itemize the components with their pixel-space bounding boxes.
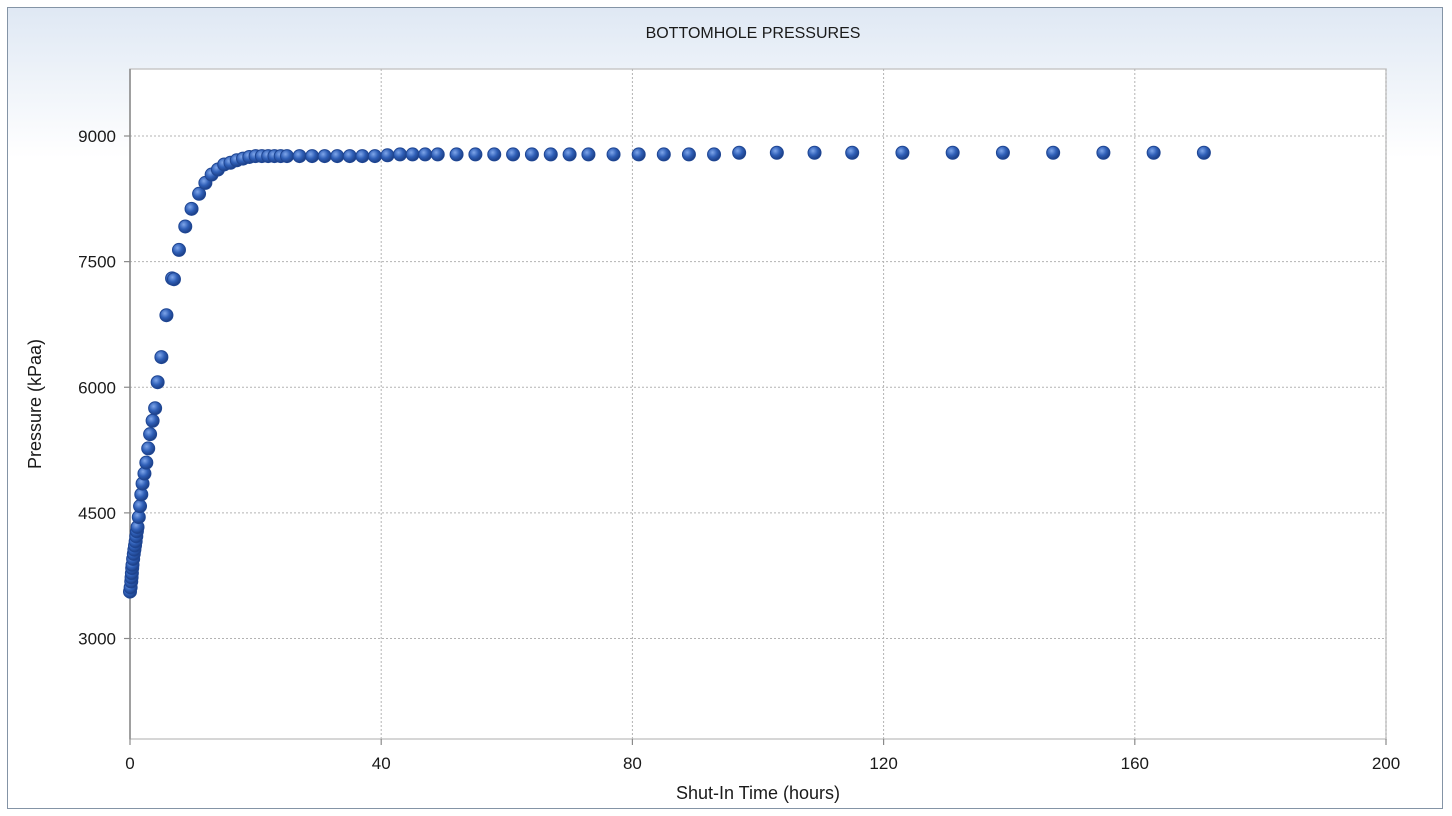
x-axis-ticks: 0 40 80 120 160 200: [125, 739, 1400, 773]
y-axis-title: Pressure (kPaa): [25, 339, 45, 469]
y-tick-label: 9000: [78, 127, 116, 146]
data-point: [732, 145, 747, 160]
data-point: [606, 147, 621, 162]
data-point: [945, 145, 960, 160]
data-point: [141, 441, 156, 456]
data-point: [192, 186, 207, 201]
chart-title: BOTTOMHOLE PRESSURES: [646, 25, 861, 42]
plot-area: [129, 68, 1387, 740]
data-point: [631, 147, 646, 162]
x-tick-label: 120: [869, 754, 897, 773]
data-point: [807, 145, 822, 160]
data-point: [562, 147, 577, 162]
data-point: [543, 147, 558, 162]
x-tick-label: 200: [1372, 754, 1400, 773]
data-point: [355, 149, 370, 164]
y-tick-label: 6000: [78, 378, 116, 397]
gridlines: [129, 69, 1387, 739]
data-point: [150, 375, 165, 390]
x-tick-label: 0: [125, 754, 134, 773]
data-point: [171, 242, 186, 257]
data-point: [468, 147, 483, 162]
x-tick-label: 80: [623, 754, 642, 773]
data-point: [418, 147, 433, 162]
data-point: [524, 147, 539, 162]
data-point: [178, 219, 193, 234]
data-point: [405, 147, 420, 162]
data-point: [393, 147, 408, 162]
data-point: [1196, 145, 1211, 160]
data-points: [123, 145, 1211, 599]
data-point: [145, 413, 160, 428]
data-point: [143, 427, 158, 442]
x-axis-title: Shut-In Time (hours): [676, 783, 840, 803]
data-point: [449, 147, 464, 162]
data-point: [1046, 145, 1061, 160]
data-point: [506, 147, 521, 162]
data-point: [681, 147, 696, 162]
data-point: [148, 401, 163, 416]
data-point: [895, 145, 910, 160]
data-point: [317, 149, 332, 164]
data-point: [367, 149, 382, 164]
data-point: [430, 147, 445, 162]
x-tick-label: 40: [372, 754, 391, 773]
y-tick-label: 4500: [78, 504, 116, 523]
data-point: [166, 272, 181, 287]
data-point: [995, 145, 1010, 160]
data-point: [769, 145, 784, 160]
y-axis-ticks: 3000 4500 6000 7500 9000: [78, 127, 130, 649]
data-point: [581, 147, 596, 162]
data-point: [845, 145, 860, 160]
chart-frame: BOTTOMHOLE PRESSURES 3000 4500 6000 7500 900…: [7, 7, 1443, 809]
data-point: [154, 350, 169, 365]
data-point: [305, 149, 320, 164]
data-point: [133, 499, 148, 514]
y-tick-label: 7500: [78, 253, 116, 272]
data-point: [1146, 145, 1161, 160]
data-point: [342, 149, 357, 164]
data-point: [707, 147, 722, 162]
data-point: [159, 308, 174, 323]
data-point: [184, 201, 199, 216]
y-tick-label: 3000: [78, 630, 116, 649]
x-tick-label: 160: [1121, 754, 1149, 773]
data-point: [139, 455, 154, 470]
data-point: [487, 147, 502, 162]
data-point: [656, 147, 671, 162]
data-point: [1096, 145, 1111, 160]
data-point: [380, 148, 395, 163]
data-point: [330, 149, 345, 164]
data-point: [280, 149, 294, 164]
scatter-chart: BOTTOMHOLE PRESSURES 3000 4500 6000 7500 900…: [25, 25, 1400, 803]
data-point: [292, 149, 307, 164]
